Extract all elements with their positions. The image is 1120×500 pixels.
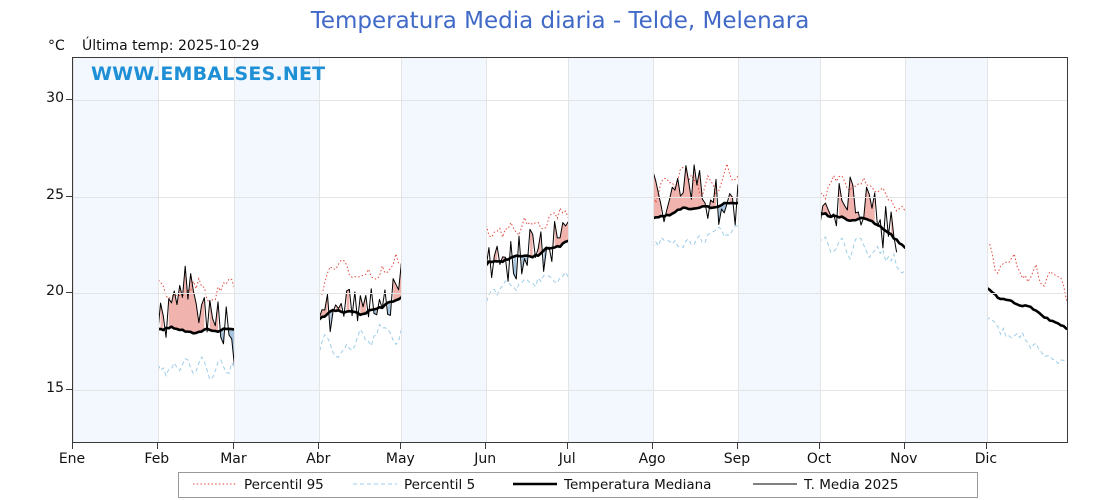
x-axis-tick <box>156 443 158 449</box>
gridline-vertical <box>568 58 570 442</box>
legend-swatch <box>353 478 397 492</box>
gridline-horizontal <box>73 100 1067 102</box>
month-band <box>737 58 820 442</box>
gridline-horizontal <box>73 293 1067 295</box>
gridline-vertical <box>319 58 321 442</box>
x-axis-tick <box>233 443 235 449</box>
watermark: WWW.EMBALSES.NET <box>91 63 326 85</box>
y-axis-unit-label: °C <box>48 38 65 54</box>
x-axis-tick <box>652 443 654 449</box>
legend-item[interactable]: Percentil 5 <box>343 477 503 493</box>
legend-label: Percentil 95 <box>244 477 324 493</box>
legend-label: T. Media 2025 <box>804 477 899 493</box>
legend-label: Temperatura Mediana <box>564 477 712 493</box>
legend-label: Percentil 5 <box>404 477 476 493</box>
x-axis-tick <box>400 443 402 449</box>
month-band <box>568 58 654 442</box>
chart-legend: Percentil 95 Percentil 5 Temperatura Media… <box>178 472 978 498</box>
month-band <box>234 58 320 442</box>
legend-swatch <box>753 478 797 492</box>
x-axis-tick-label: Jun <box>474 451 497 467</box>
legend-swatch <box>513 478 557 492</box>
x-axis-tick-label: May <box>385 451 415 467</box>
gridline-vertical <box>904 58 906 442</box>
x-axis-tick-label: Mar <box>220 451 247 467</box>
x-axis-tick-label: Ene <box>58 451 86 467</box>
x-axis-tick-label: Abr <box>306 451 331 467</box>
x-axis-tick-label: Jul <box>558 451 576 467</box>
x-axis-tick <box>903 443 905 449</box>
page-title: Temperatura Media diaria - Telde, Melena… <box>310 8 810 34</box>
fill-above-median <box>103 86 894 334</box>
x-axis-tick-label: Oct <box>806 451 832 467</box>
x-axis-tick-label: Feb <box>144 451 170 467</box>
gridline-horizontal <box>73 389 1067 391</box>
x-axis-tick <box>736 443 738 449</box>
x-axis-tick-label: Nov <box>890 451 918 467</box>
legend-item[interactable]: T. Media 2025 <box>743 477 943 493</box>
gridline-vertical <box>653 58 655 442</box>
x-axis-tick <box>819 443 820 449</box>
y-axis-tick-label: 25 <box>46 186 64 203</box>
x-axis-tick-label: Dic <box>974 451 998 467</box>
x-axis-tick-label: Sep <box>723 451 751 467</box>
x-axis-tick <box>72 443 73 449</box>
legend-swatch <box>193 478 237 492</box>
x-axis-tick-label: Ago <box>638 451 666 467</box>
legend-item[interactable]: Temperatura Mediana <box>503 477 743 493</box>
y-axis-tick <box>66 195 72 197</box>
gridline-vertical <box>401 58 403 442</box>
last-temp-label: Última temp: 2025-10-29 <box>82 38 260 54</box>
gridline-vertical <box>234 58 236 442</box>
y-axis-tick-label: 15 <box>46 379 64 396</box>
y-axis-tick-label: 30 <box>46 90 64 107</box>
gridline-vertical <box>73 58 74 442</box>
plot-area: WWW.EMBALSES.NET <box>72 57 1068 443</box>
y-axis-tick-label: 20 <box>46 283 64 300</box>
x-axis-tick <box>985 443 987 449</box>
month-band <box>401 58 487 442</box>
gridline-vertical <box>157 58 159 442</box>
y-axis-tick <box>66 292 72 294</box>
x-axis-tick <box>318 443 320 449</box>
x-axis-tick <box>567 443 569 449</box>
y-axis-tick <box>66 99 72 101</box>
month-band <box>904 58 987 442</box>
legend-item[interactable]: Percentil 95 <box>179 477 343 493</box>
gridline-vertical <box>737 58 739 442</box>
gridline-vertical <box>986 58 988 442</box>
gridline-vertical <box>486 58 488 442</box>
month-band <box>73 58 158 442</box>
y-axis-tick <box>66 388 72 390</box>
gridline-horizontal <box>73 196 1067 198</box>
x-axis-tick <box>485 443 487 449</box>
gridline-vertical <box>820 58 821 442</box>
